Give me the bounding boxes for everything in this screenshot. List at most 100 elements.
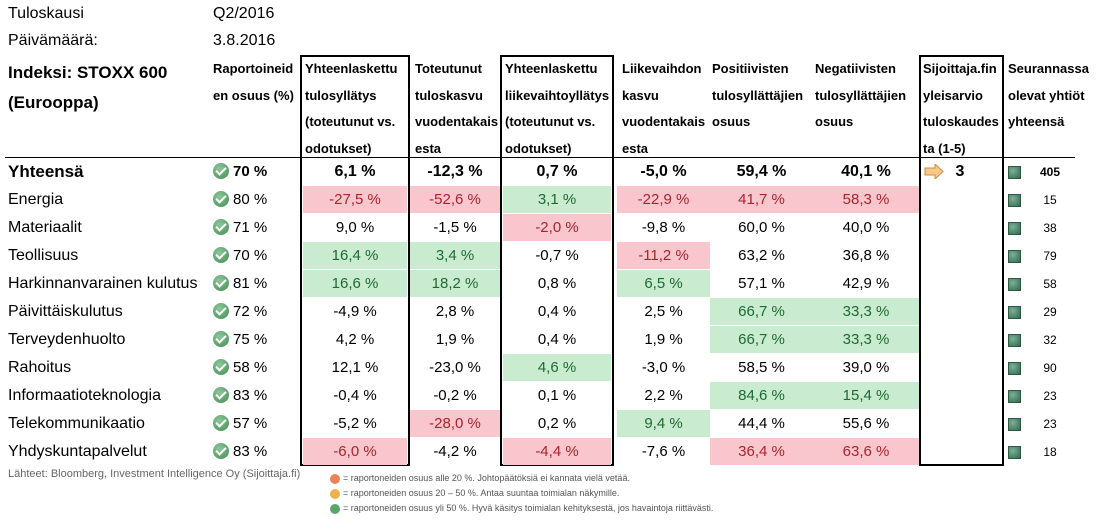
earnings-surprise-column-frame <box>300 55 410 466</box>
revenue-growth-cell: -3,0 % <box>641 359 686 376</box>
negative-share-cell: 40,0 % <box>842 219 890 236</box>
status-square-icon <box>1008 194 1021 207</box>
revenue-surprise-cell: 4,6 % <box>503 354 611 381</box>
status-square-icon <box>1008 306 1021 319</box>
company-count: 90 <box>1043 361 1057 375</box>
arrow-right-icon <box>924 162 944 184</box>
revenue-surprise-cell: 0,1 % <box>537 387 577 404</box>
status-square-icon <box>1008 334 1021 347</box>
warning-dot-icon <box>330 474 340 484</box>
check-circle-icon <box>213 415 229 431</box>
legend-text: = raportoneiden osuus yli 50 %. Hyvä käs… <box>343 503 714 513</box>
revenue-surprise-cell: 0,4 % <box>537 303 577 320</box>
sector-label: Telekommunikaatio <box>8 415 145 432</box>
positive-share-cell: 58,5 % <box>738 359 785 376</box>
check-circle-icon <box>213 163 229 179</box>
date-label: Päivämäärä: <box>8 32 98 49</box>
sector-label: Teollisuus <box>8 247 79 264</box>
reported-share: 83 % <box>233 387 268 404</box>
reported-share: 75 % <box>233 331 268 348</box>
revenue-growth-cell: -7,6 % <box>641 443 686 460</box>
status-square-icon <box>1008 362 1021 375</box>
positive-share-cell: 66,7 % <box>710 298 813 325</box>
earnings-growth-cell: -0,2 % <box>433 387 477 404</box>
earnings-growth-cell: -28,0 % <box>410 410 500 437</box>
header-positive-share: Positiivisten tulosyllättäjien osuus <box>712 61 804 129</box>
company-count: 29 <box>1043 305 1057 319</box>
revenue-surprise-column-frame <box>500 55 614 466</box>
check-circle-icon <box>213 219 229 235</box>
revenue-surprise-cell: 0,2 % <box>537 415 577 432</box>
reported-share: 72 % <box>233 303 268 320</box>
earnings-surprise-cell: -5,2 % <box>333 415 377 432</box>
status-square-icon <box>1008 446 1021 459</box>
earnings-surprise-cell: 12,1 % <box>331 359 379 376</box>
check-circle-icon <box>213 387 229 403</box>
check-circle-icon <box>213 443 229 459</box>
index-title: Indeksi: STOXX 600 (Eurooppa) <box>8 63 168 112</box>
negative-share-cell: 33,3 % <box>813 326 919 353</box>
reported-share: 70 % <box>233 163 268 180</box>
reported-share: 81 % <box>233 275 268 292</box>
revenue-growth-cell: -9,8 % <box>641 219 686 236</box>
sector-label: Energia <box>8 191 64 208</box>
revenue-surprise-cell: 0,7 % <box>536 163 578 180</box>
status-square-icon <box>1008 390 1021 403</box>
check-circle-icon <box>213 303 229 319</box>
earnings-surprise-cell: -6,0 % <box>303 438 407 465</box>
revenue-growth-cell: 2,2 % <box>644 387 683 404</box>
earnings-surprise-cell: -0,4 % <box>333 387 377 404</box>
negative-share-cell: 33,3 % <box>813 298 919 325</box>
status-square-icon <box>1008 418 1021 431</box>
positive-share-cell: 44,4 % <box>738 415 785 432</box>
earnings-surprise-cell: 16,6 % <box>303 270 407 297</box>
status-square-icon <box>1008 250 1021 263</box>
period-value: Q2/2016 <box>213 5 275 22</box>
revenue-surprise-cell: 0,8 % <box>537 275 577 292</box>
negative-share-cell: 15,4 % <box>813 382 919 409</box>
negative-share-cell: 40,1 % <box>841 163 891 180</box>
header-earnings-growth: Toteutunut tuloskasvu vuodentakais esta <box>415 61 499 156</box>
earnings-surprise-cell: 4,2 % <box>335 331 375 348</box>
legend-text: = raportoneiden osuus 20 – 50 %. Antaa s… <box>343 488 620 498</box>
rating-column-frame <box>919 55 1004 466</box>
earnings-growth-cell: 18,2 % <box>410 270 500 297</box>
company-count: 23 <box>1043 417 1057 431</box>
revenue-growth-cell: -11,2 % <box>617 242 710 269</box>
company-count: 38 <box>1043 221 1057 235</box>
negative-share-cell: 39,0 % <box>842 359 890 376</box>
check-circle-icon <box>213 247 229 263</box>
earnings-surprise-cell: 16,4 % <box>303 242 407 269</box>
earnings-surprise-cell: -4,9 % <box>333 303 377 320</box>
positive-share-cell: 57,1 % <box>738 275 785 292</box>
sector-label: Päivittäiskulutus <box>8 303 123 320</box>
revenue-growth-cell: -22,9 % <box>617 186 710 213</box>
revenue-surprise-cell: 0,4 % <box>537 331 577 348</box>
company-count: 15 <box>1043 193 1057 207</box>
earnings-growth-cell: 3,4 % <box>410 242 500 269</box>
sector-label: Rahoitus <box>8 359 72 376</box>
check-circle-icon <box>213 359 229 375</box>
earnings-growth-cell: -52,6 % <box>410 186 500 213</box>
source-note: Lähteet: Bloomberg, Investment Intellige… <box>8 468 301 480</box>
earnings-growth-cell: -1,5 % <box>433 219 477 236</box>
positive-share-cell: 66,7 % <box>710 326 813 353</box>
company-count: 58 <box>1043 277 1057 291</box>
company-count: 79 <box>1043 249 1057 263</box>
positive-share-cell: 84,6 % <box>710 382 813 409</box>
positive-share-cell: 63,2 % <box>738 247 785 264</box>
positive-share-cell: 60,0 % <box>738 219 785 236</box>
check-circle-icon <box>213 331 229 347</box>
check-dot-icon <box>330 504 340 514</box>
total-label: Yhteensä <box>8 162 84 181</box>
reported-share: 58 % <box>233 359 268 376</box>
status-square-icon <box>1008 166 1021 179</box>
sector-label: Informaatioteknologia <box>8 387 161 404</box>
header-negative-share: Negatiivisten tulosyllättäjien osuus <box>815 61 907 129</box>
revenue-growth-cell: 6,5 % <box>617 270 710 297</box>
negative-share-cell: 36,8 % <box>842 247 890 264</box>
header-rating: Sijoittaja.fin yleisarvio tuloskaudes ta (1… <box>923 61 999 156</box>
header-reported: Raportoineid en osuus (%) <box>213 61 294 103</box>
header-revenue-growth: Liikevaihdon kasvu vuodentakais esta <box>622 61 706 156</box>
positive-share-cell: 36,4 % <box>710 438 813 465</box>
